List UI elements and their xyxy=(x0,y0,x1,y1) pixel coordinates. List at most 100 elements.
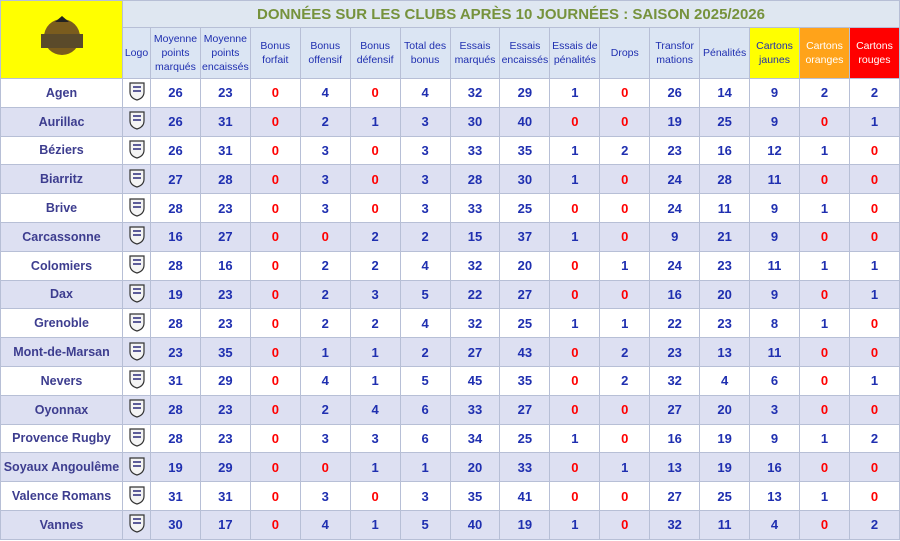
club-row: Carcassonne 16 27 0 0 2 2 15 37 1 0 9 21 9 0 0 xyxy=(0,221,900,252)
club-row: Nevers 31 29 0 4 1 5 45 35 0 2 32 4 6 0 1 xyxy=(0,365,900,396)
stat-cell: 37 xyxy=(499,221,551,252)
club-logo xyxy=(122,308,151,339)
stat-cell: 2 xyxy=(299,106,351,137)
stat-cell: 0 xyxy=(349,164,401,195)
stat-cell: 31 xyxy=(150,481,201,511)
stat-cell: 26 xyxy=(150,135,201,166)
column-header: Pénalités xyxy=(699,27,751,79)
stat-cell: 0 xyxy=(599,279,651,310)
stat-cell: 20 xyxy=(499,250,551,281)
stat-cell: 1 xyxy=(599,250,651,281)
club-row: Dax 19 23 0 2 3 5 22 27 0 0 16 20 9 0 1 xyxy=(0,279,900,310)
stat-cell: 13 xyxy=(649,452,701,483)
stat-cell: 45 xyxy=(449,365,501,396)
column-header: Essais de pénalités xyxy=(549,27,601,79)
logo-icon xyxy=(128,140,145,159)
logo-icon xyxy=(128,284,145,303)
stat-cell: 23 xyxy=(199,394,251,425)
stat-cell: 5 xyxy=(399,365,451,396)
stat-cell: 0 xyxy=(349,135,401,166)
stat-cell: 13 xyxy=(749,481,800,511)
stat-cell: 23 xyxy=(199,308,251,339)
stat-cell: 3 xyxy=(399,193,451,223)
league-logo xyxy=(40,16,83,55)
stat-cell: 41 xyxy=(499,481,551,511)
stat-cell: 26 xyxy=(649,78,701,108)
stat-cell: 11 xyxy=(749,164,800,195)
stat-cell: 0 xyxy=(848,481,900,511)
stat-cell: 0 xyxy=(798,279,850,310)
stat-cell: 9 xyxy=(649,221,701,252)
column-header: Essais marqués xyxy=(449,27,501,79)
stat-cell: 28 xyxy=(449,164,501,195)
stat-cell: 0 xyxy=(599,164,651,195)
club-row: Oyonnax 28 23 0 2 4 6 33 27 0 0 27 20 3 0 0 xyxy=(0,394,900,425)
stat-cell: 0 xyxy=(249,452,301,483)
stat-cell: 35 xyxy=(199,337,251,367)
column-header: Essais encaissés xyxy=(499,27,551,79)
stat-cell: 6 xyxy=(399,423,451,454)
club-row: Biarritz 27 28 0 3 0 3 28 30 1 0 24 28 11 0 0 xyxy=(0,164,900,195)
stat-cell: 24 xyxy=(649,250,701,281)
stat-cell: 2 xyxy=(599,135,651,166)
stat-cell: 40 xyxy=(499,106,551,137)
stat-cell: 33 xyxy=(449,135,501,166)
club-name: Biarritz xyxy=(0,164,123,195)
stat-cell: 0 xyxy=(848,337,900,367)
stat-cell: 3 xyxy=(399,106,451,137)
stat-cell: 0 xyxy=(599,221,651,252)
logo-icon xyxy=(128,226,145,245)
stat-cell: 21 xyxy=(699,221,751,252)
stat-cell: 19 xyxy=(699,452,751,483)
stat-cell: 20 xyxy=(699,394,751,425)
club-name: Béziers xyxy=(0,135,123,166)
club-name: Colomiers xyxy=(0,250,123,281)
stat-cell: 32 xyxy=(449,78,501,108)
stat-cell: 0 xyxy=(249,78,301,108)
stat-cell: 1 xyxy=(349,509,401,540)
stat-cell: 3 xyxy=(299,193,351,223)
stat-cell: 33 xyxy=(449,193,501,223)
club-logo xyxy=(122,250,151,281)
stat-cell: 11 xyxy=(699,193,751,223)
stat-cell: 19 xyxy=(699,423,751,454)
stat-cell: 1 xyxy=(798,250,850,281)
stat-cell: 19 xyxy=(150,279,201,310)
club-logo xyxy=(122,509,151,540)
stat-cell: 28 xyxy=(150,423,201,454)
logo-icon xyxy=(128,457,145,476)
stat-cell: 3 xyxy=(749,394,800,425)
stat-cell: 9 xyxy=(749,279,800,310)
club-row: Agen 26 23 0 4 0 4 32 29 1 0 26 14 9 2 2 xyxy=(0,78,900,108)
club-name: Mont-de-Marsan xyxy=(0,337,123,367)
stat-cell: 23 xyxy=(199,78,251,108)
stat-cell: 0 xyxy=(798,337,850,367)
stat-cell: 27 xyxy=(649,394,701,425)
stat-cell: 0 xyxy=(249,509,301,540)
stat-cell: 4 xyxy=(399,78,451,108)
stat-cell: 27 xyxy=(199,221,251,252)
stat-cell: 0 xyxy=(249,423,301,454)
stat-cell: 0 xyxy=(599,106,651,137)
stat-cell: 0 xyxy=(848,135,900,166)
stat-cell: 0 xyxy=(349,481,401,511)
stat-cell: 29 xyxy=(499,78,551,108)
stat-cell: 24 xyxy=(649,193,701,223)
corner-logo xyxy=(0,0,123,79)
stat-cell: 29 xyxy=(199,452,251,483)
stat-cell: 1 xyxy=(549,423,601,454)
stat-cell: 13 xyxy=(699,337,751,367)
stat-cell: 4 xyxy=(399,308,451,339)
stat-cell: 2 xyxy=(299,394,351,425)
stat-cell: 0 xyxy=(549,394,601,425)
stat-cell: 4 xyxy=(349,394,401,425)
stat-cell: 3 xyxy=(299,481,351,511)
stat-cell: 6 xyxy=(399,394,451,425)
stat-cell: 0 xyxy=(798,365,850,396)
stat-cell: 4 xyxy=(399,250,451,281)
stat-cell: 0 xyxy=(549,250,601,281)
column-header: Cartons oranges xyxy=(798,27,850,79)
column-header: Logo xyxy=(122,27,151,79)
logo-icon xyxy=(128,428,145,447)
club-name: Agen xyxy=(0,78,123,108)
